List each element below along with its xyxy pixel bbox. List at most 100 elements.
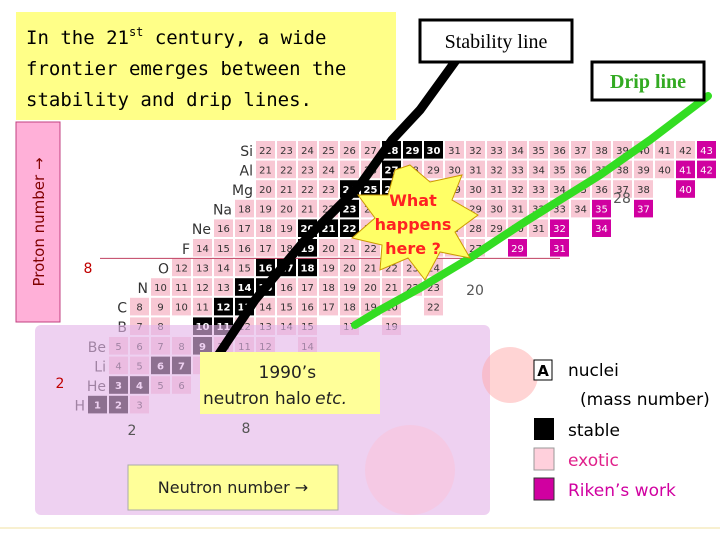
nuclide-cell	[676, 141, 695, 159]
nuclide-cell	[340, 239, 359, 257]
nuclide-mass: 22	[427, 303, 440, 314]
nuclide-mass: 33	[490, 146, 503, 157]
nuclide-mass: 31	[448, 146, 461, 157]
legend-mass: (mass number)	[580, 390, 710, 410]
nuclide-mass: 26	[343, 146, 356, 157]
nuclide-cell	[277, 180, 296, 198]
drip-label: Drip line	[610, 71, 686, 93]
nuclide-cell	[256, 258, 275, 277]
nuclide-mass: 18	[343, 303, 356, 314]
nuclide-cell	[172, 297, 191, 316]
nuclide-cell	[634, 180, 653, 198]
legend-exotic: exotic	[568, 451, 619, 471]
proton-axis: Proton number →	[30, 157, 48, 286]
nuclide-cell	[256, 199, 275, 218]
nuclide-cell	[298, 199, 317, 218]
nuclide-cell	[193, 278, 212, 296]
nuclide-mass: 21	[385, 283, 398, 294]
halo-box	[200, 352, 380, 414]
nuclide-cell	[214, 297, 233, 316]
nuclide-cell	[235, 199, 254, 218]
nuclide-mass: 18	[259, 224, 272, 235]
nuclide-mass: 42	[679, 146, 692, 157]
nuclide-cell	[214, 219, 233, 237]
nuclide-mass: 36	[553, 146, 566, 157]
magic-number: 2	[128, 423, 137, 439]
nuclide-cell	[487, 199, 506, 218]
magic-number: 8	[84, 261, 93, 277]
element-symbol: N	[138, 281, 148, 297]
nuclide-mass: 40	[679, 185, 692, 196]
nuclide-cell	[319, 239, 338, 257]
nuclide-cell	[277, 141, 296, 159]
legend-swatch-stable	[534, 418, 554, 440]
nuclide-mass: 22	[364, 244, 377, 255]
nuclide-mass: 21	[343, 244, 356, 255]
nuclide-mass: 30	[469, 185, 482, 196]
nuclide-mass: 40	[637, 146, 650, 157]
nuclide-mass: 31	[490, 185, 503, 196]
nuclide-mass: 34	[511, 146, 524, 157]
nuclide-mass: 30	[490, 205, 503, 216]
nuclide-mass: 33	[553, 205, 566, 216]
nuclide-cell	[676, 180, 695, 198]
nuclide-cell	[340, 258, 359, 277]
nuclide-mass: 33	[532, 185, 545, 196]
nuclide-cell	[571, 160, 590, 179]
nuclide-mass: 12	[217, 303, 231, 314]
legend-box	[533, 359, 553, 381]
nuclide-mass: 21	[364, 263, 377, 274]
nuclide-cell	[277, 199, 296, 218]
nuclide-mass: 10	[154, 283, 167, 294]
nuclide-mass: 38	[595, 146, 608, 157]
element-symbol: Na	[213, 203, 232, 219]
stability-box	[418, 18, 574, 64]
nuclide-mass: 30	[448, 165, 461, 176]
nuclide-mass: 29	[511, 244, 524, 255]
nuclide-cell	[193, 258, 212, 277]
question: What happens here ?	[375, 191, 452, 258]
nuclide-cell	[634, 199, 653, 218]
nuclide-cell	[487, 141, 506, 159]
nuclide-mass: 16	[280, 283, 293, 294]
nuclide-cell	[466, 219, 485, 237]
nuclide-mass: 17	[301, 283, 314, 294]
nuclide-mass: 14	[196, 244, 209, 255]
nuclide-cell	[508, 199, 527, 218]
question-burst	[350, 164, 479, 281]
nuclide-mass: 28	[385, 146, 399, 157]
nuclide-mass: 23	[427, 283, 440, 294]
nuclide-mass: 22	[280, 165, 293, 176]
nuclide-mass: 13	[217, 283, 230, 294]
nuclide-cell	[172, 278, 191, 296]
nuclide-mass: 15	[280, 303, 293, 314]
nuclide-mass: 31	[469, 165, 482, 176]
nuclide-mass: 12	[196, 283, 209, 294]
nuclide-mass: 17	[238, 224, 251, 235]
nuclide-mass: 31	[553, 244, 566, 255]
nuclide-mass: 33	[511, 165, 524, 176]
nuclide-mass: 9	[157, 303, 163, 314]
nuclide-cell	[445, 141, 464, 159]
nuclide-mass: 29	[469, 205, 482, 216]
nuclide-mass: 11	[175, 283, 188, 294]
nuclide-cell	[277, 278, 296, 296]
element-symbol: Si	[240, 144, 253, 160]
nuclide-mass: 27	[385, 165, 399, 176]
nuclide-mass: 25	[322, 146, 335, 157]
nuclide-mass: 29	[490, 224, 503, 235]
nuclide-mass: 20	[364, 283, 377, 294]
nuclide-mass: 35	[595, 205, 608, 216]
nuclide-mass: 34	[553, 185, 566, 196]
nuclide-mass: 20	[259, 185, 272, 196]
nuclide-cell	[172, 258, 191, 277]
nuclide-mass: 12	[175, 263, 188, 274]
magic-number: 28	[613, 191, 631, 207]
nuclide-cell	[151, 297, 170, 316]
nuclide-mass: 41	[679, 165, 692, 176]
nuclide-mass: 23	[280, 146, 293, 157]
nuclide-cell	[487, 160, 506, 179]
title: In the 21st century, a wide frontier eme…	[26, 25, 358, 111]
element-symbol: O	[158, 261, 169, 277]
